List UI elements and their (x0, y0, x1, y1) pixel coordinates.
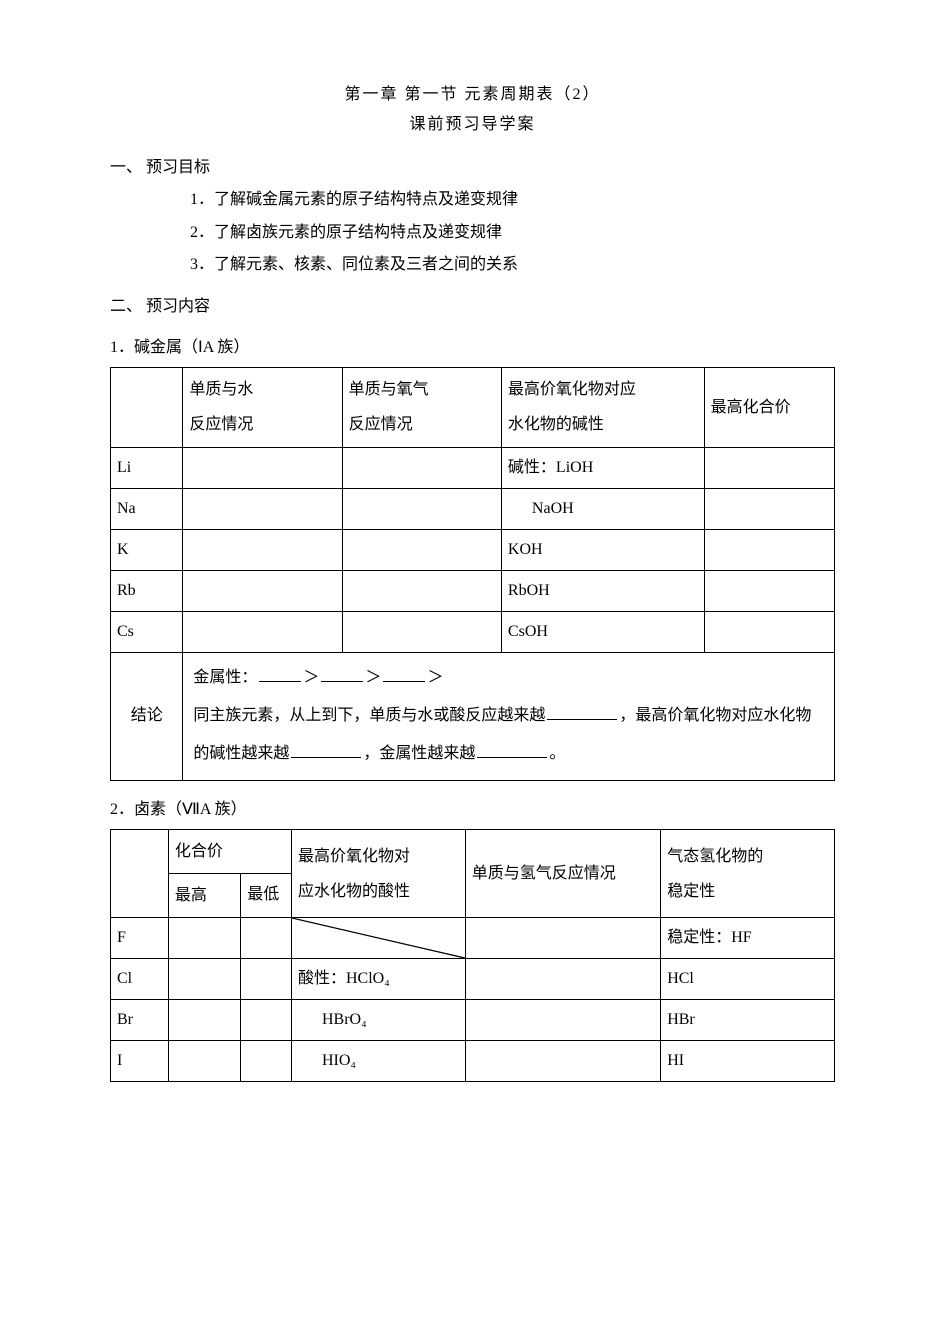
hydride-cell: HCl (661, 959, 835, 1000)
col-header: 单质与氢气反应情况 (465, 830, 660, 918)
hydride-cell: 稳定性：HF (661, 918, 835, 959)
element-cell: K (111, 529, 183, 570)
element-cell: Rb (111, 570, 183, 611)
col-header: 单质与氧气 反应情况 (342, 368, 501, 447)
col-header: 最高价氧化物对 应水化物的酸性 (291, 830, 465, 918)
element-cell: Cs (111, 611, 183, 652)
table-header-row: 单质与水 反应情况 单质与氧气 反应情况 最高价氧化物对应 水化物的碱性 最高化… (111, 368, 835, 447)
table-row: F 稳定性：HF (111, 918, 835, 959)
table-row: Br HBrO₄ HBr (111, 1000, 835, 1041)
diagonal-line-icon (292, 918, 465, 958)
page-subtitle: 课前预习导学案 (110, 110, 835, 140)
conclusion-label: 结论 (111, 652, 183, 780)
hydride-cell: HI (661, 1041, 835, 1082)
hydroxide-cell: NaOH (501, 488, 704, 529)
table-row: K KOH (111, 529, 835, 570)
conclusion-text: 金属性：＞＞＞ 同主族元素，从上到下，单质与水或酸反应越来越，最高价氧化物对应水… (183, 652, 835, 780)
element-cell: F (111, 918, 169, 959)
list-item: 3．了解元素、核素、同位素及三者之间的关系 (190, 250, 835, 280)
col-header: 化合价 (168, 830, 291, 874)
table-row: Li 碱性：LiOH (111, 447, 835, 488)
list-item: 2．了解卤族元素的原子结构特点及递变规律 (190, 218, 835, 248)
col-subheader: 最低 (241, 874, 292, 918)
table-row: Cl 酸性：HClO₄ HCl (111, 959, 835, 1000)
diagonal-empty-cell (291, 918, 465, 959)
hydroxide-cell: 碱性：LiOH (501, 447, 704, 488)
col-header: 最高价氧化物对应 水化物的碱性 (501, 368, 704, 447)
col-header: 气态氢化物的 稳定性 (661, 830, 835, 918)
element-cell: Na (111, 488, 183, 529)
table-row: Rb RbOH (111, 570, 835, 611)
hydroxide-cell: KOH (501, 529, 704, 570)
hydroxide-cell: RbOH (501, 570, 704, 611)
table-row: I HIO₄ HI (111, 1041, 835, 1082)
element-cell: Cl (111, 959, 169, 1000)
table-2-title: 2．卤素（ⅦA 族） (110, 795, 835, 825)
alkali-metals-table: 单质与水 反应情况 单质与氧气 反应情况 最高价氧化物对应 水化物的碱性 最高化… (110, 367, 835, 781)
element-cell: Li (111, 447, 183, 488)
hydride-cell: HBr (661, 1000, 835, 1041)
table-row: Na NaOH (111, 488, 835, 529)
page-title: 第一章 第一节 元素周期表（2） (110, 80, 835, 110)
table-header-row: 化合价 最高价氧化物对 应水化物的酸性 单质与氢气反应情况 气态氢化物的 稳定性 (111, 830, 835, 874)
section-1-heading: 一、 预习目标 (110, 153, 835, 183)
halogens-table: 化合价 最高价氧化物对 应水化物的酸性 单质与氢气反应情况 气态氢化物的 稳定性… (110, 829, 835, 1082)
col-subheader: 最高 (168, 874, 240, 918)
section-2-heading: 二、 预习内容 (110, 292, 835, 322)
element-cell: Br (111, 1000, 169, 1041)
table-row: Cs CsOH (111, 611, 835, 652)
acid-cell: HBrO₄ (291, 1000, 465, 1041)
element-cell: I (111, 1041, 169, 1082)
objectives-list: 1．了解碱金属元素的原子结构特点及递变规律 2．了解卤族元素的原子结构特点及递变… (110, 185, 835, 280)
hydroxide-cell: CsOH (501, 611, 704, 652)
conclusion-row: 结论 金属性：＞＞＞ 同主族元素，从上到下，单质与水或酸反应越来越，最高价氧化物… (111, 652, 835, 780)
acid-cell: HIO₄ (291, 1041, 465, 1082)
col-header: 单质与水 反应情况 (183, 368, 342, 447)
acid-cell: 酸性：HClO₄ (291, 959, 465, 1000)
col-header: 最高化合价 (704, 368, 834, 447)
list-item: 1．了解碱金属元素的原子结构特点及递变规律 (190, 185, 835, 215)
table-1-title: 1．碱金属（ⅠA 族） (110, 333, 835, 363)
